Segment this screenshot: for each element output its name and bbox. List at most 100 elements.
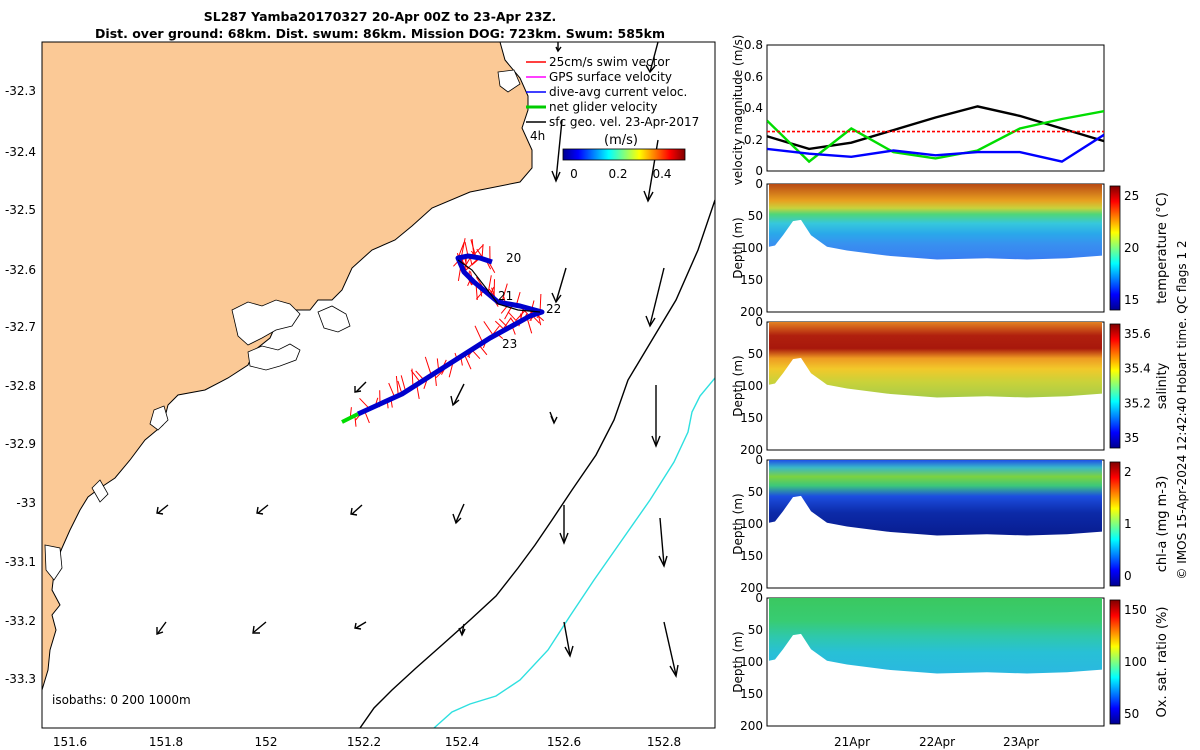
- colorbar-label-salinity: salinity: [1155, 362, 1170, 409]
- legend-label-gps: GPS surface velocity: [549, 70, 672, 84]
- colorbar-tick-chla-0: 2: [1124, 465, 1132, 479]
- swim-vector: [395, 375, 399, 396]
- vel-ytick-0: 0: [755, 164, 763, 178]
- map-xtick-2: 152: [255, 735, 278, 749]
- colorbar-tick-salinity-1: 35.4: [1124, 362, 1151, 376]
- colorbar-tick-salinity-0: 35.6: [1124, 327, 1151, 341]
- day-label-23: 23: [502, 337, 517, 351]
- colorbar-tick-temperature-1: 20: [1124, 241, 1139, 255]
- section-ytick-temperature-1: 50: [748, 209, 763, 223]
- time-axis-ticks: 21Apr 22Apr 23Apr: [834, 735, 1039, 749]
- map-panel: 20 21 22 23 4h 25cm/s swim vector GPS su…: [5, 41, 716, 749]
- legend-label-dive: dive-avg current veloc.: [549, 85, 687, 99]
- section-ytick-oxsat-1: 50: [748, 623, 763, 637]
- figure-title-line2: Dist. over ground: 68km. Dist. swum: 86k…: [95, 26, 665, 41]
- swim-vector: [504, 304, 514, 320]
- map-ytick-7: -33: [16, 496, 36, 510]
- map-xtick-4: 152.4: [445, 735, 479, 749]
- swim-vector: [501, 283, 508, 303]
- day-label-21: 21: [498, 289, 513, 303]
- section-ylabel-oxsat: Depth (m): [731, 631, 745, 692]
- colorbar-tick-2: 0.4: [652, 167, 671, 181]
- colorbar-unit: (m/s): [604, 133, 638, 148]
- section-ytick-chla-0: 0: [755, 453, 763, 467]
- section-ylabel-salinity: Depth (m): [731, 355, 745, 416]
- section-ytick-chla-1: 50: [748, 485, 763, 499]
- colorbar-label-chla: chl-a (mg m-3): [1155, 476, 1170, 573]
- section-ytick-temperature-0: 0: [755, 177, 763, 191]
- section-panel-temperature: 25 20 15 temperature (°C) 0 50 100 150 200 Depth …: [731, 177, 1170, 319]
- colorbar-salinity: [1109, 323, 1121, 449]
- velocity-series-line-2: [767, 133, 1104, 163]
- time-tick-2: 23Apr: [1003, 735, 1039, 749]
- colorbar-chla: [1109, 461, 1121, 587]
- section-ytick-oxsat-4: 200: [740, 719, 763, 733]
- map-ytick-2: -32.5: [5, 203, 36, 217]
- velocity-panel: 0 0.2 0.4 0.6 0.8 velocity magnitude (m/…: [731, 35, 1105, 186]
- colorbar-label-oxsat: Ox. sat. ratio (%): [1155, 607, 1170, 718]
- legend-item-gps: GPS surface velocity: [526, 70, 672, 84]
- section-ytick-chla-3: 150: [740, 549, 763, 563]
- vel-ytick-1: 0.2: [744, 133, 763, 147]
- surface-velocity: [457, 259, 541, 313]
- day-label-20: 20: [506, 251, 521, 265]
- swim-vector: [400, 375, 407, 392]
- swim-vector: [474, 325, 484, 343]
- section-ytick-salinity-0: 0: [755, 315, 763, 329]
- velocity-series-line-0: [767, 105, 1104, 151]
- legend-item-sfc: sfc geo. vel. 23-Apr-2017: [526, 115, 699, 129]
- colorbar-tick-salinity-3: 35: [1124, 431, 1139, 445]
- map-legend: 25cm/s swim vector GPS surface velocity …: [526, 55, 699, 129]
- footer-note: © IMOS 15-Apr-2024 12:42:40 Hobart time.…: [1175, 240, 1189, 579]
- swim-vector: [463, 354, 472, 370]
- swim-vector: [364, 411, 370, 424]
- map-ytick-4: -32.7: [5, 320, 36, 334]
- map-ytick-8: -33.1: [5, 555, 36, 569]
- isobath-200m: [359, 199, 715, 728]
- section-data-chla: [769, 460, 1102, 536]
- colorbar-tick-1: 0.2: [608, 167, 627, 181]
- map-ytick-3: -32.6: [5, 263, 36, 277]
- section-ytick-salinity-1: 50: [748, 347, 763, 361]
- map-xtick-3: 152.2: [347, 735, 381, 749]
- legend-item-net: net glider velocity: [526, 100, 657, 114]
- section-ylabel-chla: Depth (m): [731, 493, 745, 554]
- velocity-series-line-1: [767, 110, 1104, 164]
- colorbar-tick-oxsat-1: 100: [1124, 655, 1147, 669]
- velocity-y-ticks: 0 0.2 0.4 0.6 0.8: [744, 38, 763, 178]
- velocity-ylabel: velocity magnitude (m/s): [731, 35, 745, 186]
- swim-vector: [410, 369, 421, 383]
- legend-label-sfc: sfc geo. vel. 23-Apr-2017: [549, 115, 699, 129]
- map-xtick-5: 152.6: [547, 735, 581, 749]
- figure-title-line1: SL287 Yamba20170327 20-Apr 00Z to 23-Apr…: [203, 9, 557, 24]
- section-ytick-temperature-2: 100: [740, 241, 763, 255]
- legend-label-net: net glider velocity: [549, 100, 657, 114]
- swim-vector: [493, 279, 495, 299]
- section-panel-oxsat: 150 100 50 Ox. sat. ratio (%) 0 50 100 150 200 De…: [731, 591, 1170, 733]
- swim-vector: [424, 356, 432, 376]
- section-ytick-chla-2: 100: [740, 517, 763, 531]
- swim-vector: [354, 417, 357, 427]
- map-xtick-0: 151.6: [53, 735, 87, 749]
- swim-vector: [463, 258, 478, 273]
- section-ytick-temperature-3: 150: [740, 273, 763, 287]
- estuary-lakes: [44, 69, 521, 581]
- vel-ytick-2: 0.4: [744, 101, 763, 115]
- section-data-temperature: [769, 184, 1102, 260]
- colorbar-temperature: [1109, 185, 1121, 311]
- glider-track-start: [341, 412, 359, 424]
- section-panel-salinity: 35.6 35.4 35.2 35 salinity 0 50 100 150 200 Depth …: [731, 315, 1170, 457]
- isobaths-label: isobaths: 0 200 1000m: [52, 693, 191, 707]
- section-ytick-oxsat-2: 100: [740, 655, 763, 669]
- velocity-series: [767, 105, 1104, 164]
- section-data-oxsat: [769, 598, 1102, 674]
- vel-ytick-3: 0.6: [744, 70, 763, 84]
- colorbar-tick-oxsat-2: 50: [1124, 707, 1139, 721]
- colorbar-tick-chla-2: 0: [1124, 569, 1132, 583]
- map-x-ticks: 151.6 151.8 152 152.2 152.4 152.6 152.8: [53, 735, 681, 749]
- extra-label-4h: 4h: [530, 129, 545, 143]
- colorbar-tick-temperature-0: 25: [1124, 189, 1139, 203]
- map-ytick-0: -32.3: [5, 84, 36, 98]
- section-ytick-salinity-3: 150: [740, 411, 763, 425]
